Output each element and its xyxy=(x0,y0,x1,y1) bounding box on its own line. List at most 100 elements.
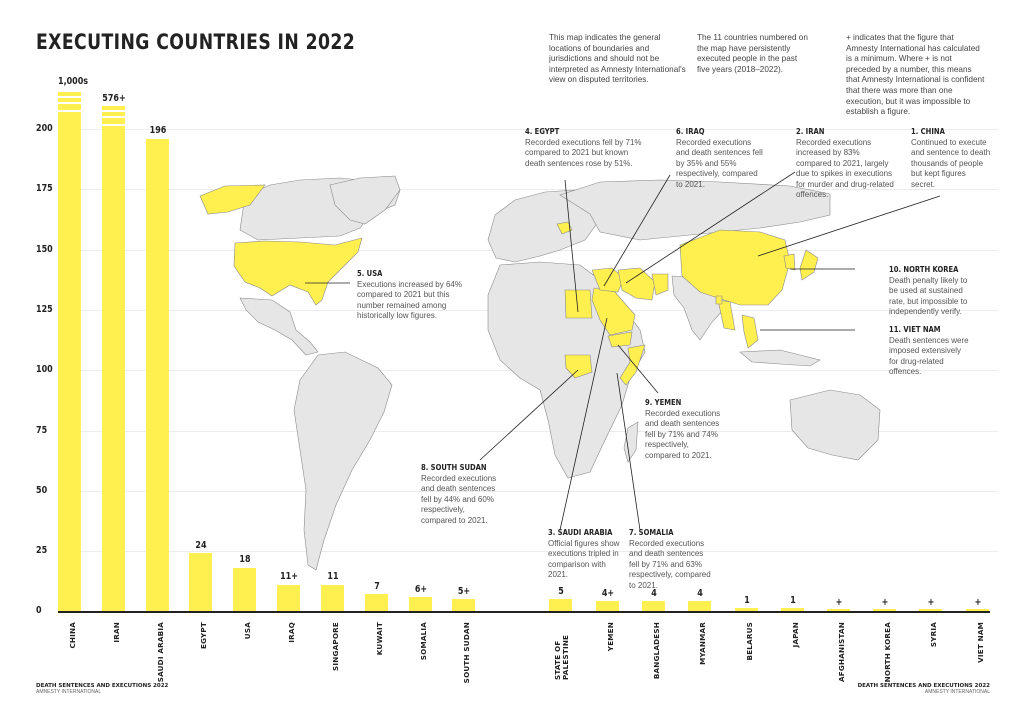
map-viet-nam xyxy=(741,314,759,349)
value-label-south-sudan: 5+ xyxy=(457,586,471,597)
y-tick-175: 175 xyxy=(36,183,53,194)
map-iran xyxy=(617,267,656,301)
annotation-heading: 1. CHINA xyxy=(911,127,945,136)
footer-publication-title: DEATH SENTENCES AND EXECUTIONS 2022 xyxy=(36,683,169,689)
bar-iran xyxy=(102,106,125,611)
footer-publication-title: DEATH SENTENCES AND EXECUTIONS 2022 xyxy=(857,683,990,689)
map-myanmar xyxy=(717,299,736,331)
category-label-belarus: BELARUS xyxy=(745,622,754,661)
value-label-north-korea: + xyxy=(881,597,889,608)
value-label-somalia: 6+ xyxy=(414,584,428,595)
category-label-south-sudan: SOUTH SUDAN xyxy=(462,622,471,684)
bar-state-of-palestine xyxy=(549,599,572,611)
value-label-usa: 18 xyxy=(239,554,251,565)
category-label-bangladesh: BANGLADESH xyxy=(652,622,661,680)
y-tick-100: 100 xyxy=(36,364,53,375)
axis-break-stripe xyxy=(102,116,125,118)
category-label-china: CHINA xyxy=(68,622,77,649)
y-tick-200: 200 xyxy=(36,123,53,134)
annotation-viet-nam: 11. VIET NAM Death sentences were impose… xyxy=(889,325,971,378)
map-europe xyxy=(487,189,601,263)
value-label-yemen: 4+ xyxy=(601,588,615,599)
value-label-singapore: 11 xyxy=(327,571,339,582)
bar-afghanistan xyxy=(827,609,850,611)
map-mexico xyxy=(239,297,319,356)
bar-north-korea xyxy=(873,609,896,611)
leader-south-sudan xyxy=(479,369,579,461)
category-label-north-korea: NORTH KOREA xyxy=(883,622,892,683)
persistent-executors-note: The 11 countries numbered on the map hav… xyxy=(697,33,808,74)
annotation-heading: 9. YEMEN xyxy=(645,398,682,407)
map-north-korea xyxy=(783,253,796,271)
category-label-usa: USA xyxy=(243,622,252,640)
value-label-china: 1,000s xyxy=(58,76,89,87)
annotation-heading: 6. IRAQ xyxy=(676,127,705,136)
grid-line-175 xyxy=(58,189,998,190)
bar-iraq xyxy=(277,585,300,611)
bar-saudi-arabia xyxy=(146,139,169,611)
annotation-heading: 10. NORTH KOREA xyxy=(889,265,959,274)
map-russia xyxy=(559,179,831,241)
annotation-text: Recorded executions fell by 71% compared… xyxy=(525,137,642,168)
category-label-saudi-arabia: SAUDI ARABIA xyxy=(156,622,165,683)
category-label-egypt: EGYPT xyxy=(199,622,208,650)
map-somalia xyxy=(619,344,646,386)
map-yemen xyxy=(607,331,633,348)
map-belarus xyxy=(556,221,573,235)
bar-myanmar xyxy=(688,601,711,611)
category-label-singapore: SINGAPORE xyxy=(331,622,340,671)
annotation-heading: 5. USA xyxy=(357,269,383,278)
value-label-belarus: 1 xyxy=(744,595,750,606)
grid-line-50 xyxy=(58,491,998,492)
annotation-somalia: 7. SOMALIA Recorded executions and death… xyxy=(629,528,711,591)
category-label-iran: IRAN xyxy=(112,622,121,643)
annotation-text: Recorded executions and death sentences … xyxy=(629,538,711,590)
plus-sign-note: + indicates that the figure that Amnesty… xyxy=(846,33,985,117)
map-japan xyxy=(799,249,819,281)
map-indonesia xyxy=(739,349,821,367)
map-china xyxy=(679,229,791,306)
bar-belarus xyxy=(735,608,758,611)
category-label-syria: SYRIA xyxy=(929,622,938,648)
axis-break-stripe xyxy=(102,110,125,112)
y-tick-150: 150 xyxy=(36,244,53,255)
annotation-heading: 3. SAUDI ARABIA xyxy=(548,528,613,537)
y-tick-25: 25 xyxy=(36,545,48,556)
bar-south-sudan xyxy=(452,599,475,611)
map-egypt xyxy=(564,289,593,319)
annotation-heading: 4. EGYPT xyxy=(525,127,560,136)
y-tick-50: 50 xyxy=(36,485,48,496)
bar-viet-nam xyxy=(966,609,989,611)
bar-egypt xyxy=(189,553,212,611)
leader-yemen xyxy=(617,344,659,394)
axis-break-stripe xyxy=(102,124,125,126)
value-label-iraq: 11+ xyxy=(280,571,298,582)
annotation-text: Recorded executions and death sentences … xyxy=(676,137,763,189)
bar-syria xyxy=(919,609,942,611)
map-south-america xyxy=(293,351,393,571)
footer-organization: AMNESTY INTERNATIONAL xyxy=(924,689,990,695)
footer-organization: AMNESTY INTERNATIONAL xyxy=(36,689,102,695)
annotation-text: Death penalty likely to be used at susta… xyxy=(889,275,968,317)
map-madagascar xyxy=(623,421,639,463)
bar-somalia xyxy=(409,597,432,611)
category-label-afghanistan: AFGHANISTAN xyxy=(837,622,846,682)
footer-right: DEATH SENTENCES AND EXECUTIONS 2022 AMNE… xyxy=(858,683,990,695)
y-tick-125: 125 xyxy=(36,304,53,315)
annotation-saudi-arabia: 3. SAUDI ARABIA Official figures show ex… xyxy=(548,528,628,581)
leader-saudi-arabia xyxy=(559,317,608,531)
value-label-syria: + xyxy=(927,597,935,608)
axis-break-stripe xyxy=(58,96,81,98)
value-label-state-of-palestine: 5 xyxy=(558,586,564,597)
annotation-heading: 2. IRAN xyxy=(796,127,825,136)
bar-singapore xyxy=(321,585,344,611)
value-label-afghanistan: + xyxy=(835,597,843,608)
bar-bangladesh xyxy=(642,601,665,611)
axis-break-stripe xyxy=(58,110,81,112)
bar-china xyxy=(58,92,81,611)
map-south-sudan xyxy=(564,354,593,379)
annotation-iran: 2. IRAN Recorded executions increased by… xyxy=(796,127,896,201)
bar-yemen xyxy=(596,601,619,611)
value-label-kuwait: 7 xyxy=(374,581,380,592)
category-label-myanmar: MYANMAR xyxy=(698,622,707,665)
